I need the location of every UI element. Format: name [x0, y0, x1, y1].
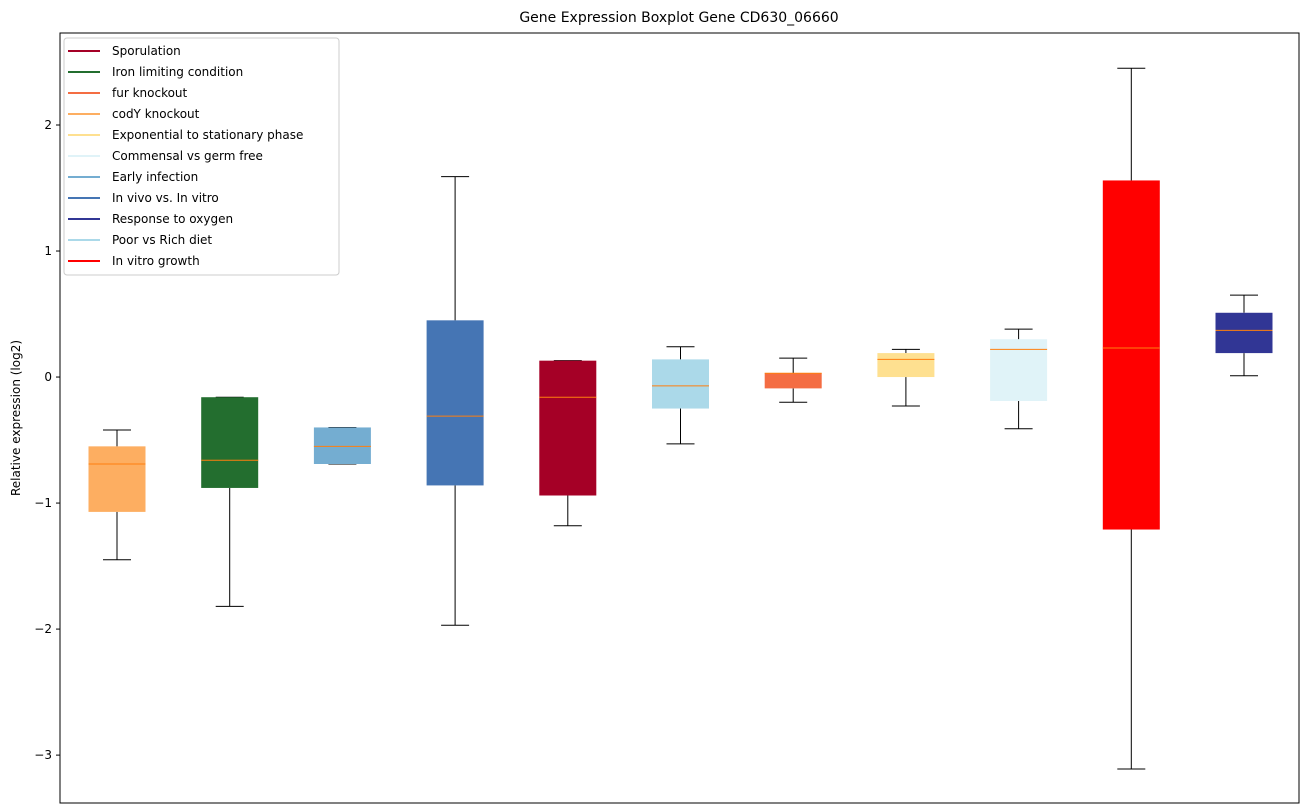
box-9 — [990, 328, 1048, 430]
legend-label: Exponential to stationary phase — [112, 128, 303, 142]
box-4 — [426, 176, 484, 626]
legend-item: fur knockout — [68, 86, 188, 100]
y-axis-ticks: 2 1 0 −1 −2 −3 — [34, 118, 60, 762]
y-axis-label: Relative expression (log2) — [9, 340, 23, 496]
legend-label: Early infection — [112, 170, 198, 184]
box-body — [990, 339, 1048, 401]
box-body — [877, 353, 935, 378]
y-tick-label: 2 — [44, 118, 52, 132]
legend-label: Poor vs Rich diet — [112, 233, 212, 247]
box-2 — [201, 396, 259, 607]
box-1 — [88, 429, 146, 561]
box-body — [539, 360, 597, 496]
y-tick-label: −2 — [34, 622, 52, 636]
legend-label: Response to oxygen — [112, 212, 233, 226]
box-body — [313, 427, 371, 464]
legend-frame — [63, 37, 340, 276]
plot-frame — [59, 32, 1300, 804]
box-body — [1215, 312, 1273, 354]
box-body — [426, 320, 484, 486]
box-6 — [652, 346, 709, 445]
legend-label: Iron limiting condition — [112, 65, 243, 79]
y-tick-label: −3 — [34, 748, 52, 762]
legend-label: fur knockout — [112, 86, 188, 100]
box-10 — [1102, 67, 1160, 770]
y-tick-label: 0 — [44, 370, 52, 384]
box-11 — [1215, 294, 1273, 377]
legend-item: Poor vs Rich diet — [68, 233, 212, 247]
box-body — [1102, 180, 1160, 530]
legend-label: In vitro growth — [112, 254, 200, 268]
legend-item: Iron limiting condition — [68, 65, 243, 79]
legend-item: In vitro growth — [68, 254, 200, 268]
legend-label: codY knockout — [112, 107, 200, 121]
legend-item: Sporulation — [68, 44, 181, 58]
legend-item: codY knockout — [68, 107, 200, 121]
legend-item: Commensal vs germ free — [68, 149, 263, 163]
y-tick-label: 1 — [44, 244, 52, 258]
legend-label: Sporulation — [112, 44, 181, 58]
box-body — [201, 397, 259, 488]
box-8 — [877, 348, 935, 407]
legend-label: In vivo vs. In vitro — [112, 191, 219, 205]
legend-item: Exponential to stationary phase — [68, 128, 303, 142]
y-tick-label: −1 — [34, 496, 52, 510]
box-7 — [764, 357, 822, 403]
legend-item: Response to oxygen — [68, 212, 233, 226]
box-body — [764, 373, 822, 389]
legend-item: Early infection — [68, 170, 198, 184]
legend-label: Commensal vs germ free — [112, 149, 263, 163]
chart-title: Gene Expression Boxplot Gene CD630_06660 — [519, 10, 838, 26]
legend-item: In vivo vs. In vitro — [68, 191, 219, 205]
box-body — [652, 359, 709, 409]
box-5 — [539, 360, 597, 527]
boxes-group — [88, 67, 1273, 770]
box-3 — [313, 426, 371, 465]
box-body — [88, 446, 146, 512]
legend: Sporulation Iron limiting condition fur kn… — [63, 37, 340, 276]
